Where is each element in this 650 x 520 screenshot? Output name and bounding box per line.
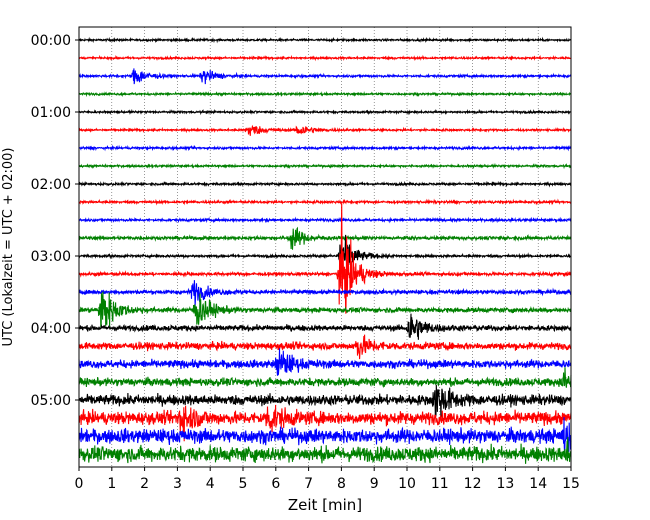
x-tick-label: 10: [398, 476, 416, 492]
trace-line: [78, 234, 572, 270]
trace-line: [78, 36, 572, 44]
y-tick-label: 04:00: [31, 321, 71, 337]
x-tick-label: 1: [107, 476, 116, 492]
x-tick-label: 7: [304, 476, 313, 492]
trace-line: [78, 162, 572, 170]
trace-line: [78, 291, 572, 328]
x-axis-label: Zeit [min]: [288, 496, 362, 514]
grid-lines: [111, 27, 539, 467]
x-tick-label: 4: [206, 476, 215, 492]
y-axis-label: UTC (Lokalzeit = UTC + 02:00): [1, 148, 16, 347]
x-tick-label: 3: [173, 476, 182, 492]
x-tick-label: 9: [370, 476, 379, 492]
trace-line: [78, 68, 572, 85]
trace-line: [78, 180, 572, 188]
trace-line: [78, 144, 572, 152]
x-tick-label: 8: [337, 476, 346, 492]
trace-line: [78, 280, 572, 307]
y-tick-label: 02:00: [31, 177, 71, 193]
y-tick-label: 03:00: [31, 249, 71, 265]
trace-line: [78, 198, 572, 206]
trace-line: [78, 108, 572, 116]
trace-line: [78, 384, 572, 418]
trace-line: [78, 348, 572, 376]
plot-frame: [78, 26, 572, 468]
trace-line: [78, 367, 572, 389]
trace-line: [78, 124, 572, 136]
trace-line: [78, 417, 572, 458]
trace-line: [78, 216, 572, 224]
x-tick-label: 15: [562, 476, 580, 492]
trace-line: [78, 90, 572, 98]
x-tick-label: 0: [75, 476, 84, 492]
x-tick-label: 2: [140, 476, 149, 492]
x-tick-label: 5: [239, 476, 248, 492]
trace-line: [78, 226, 572, 250]
trace-line: [78, 54, 572, 62]
x-tick-label: 6: [271, 476, 280, 492]
trace-line: [78, 404, 572, 442]
x-axis-ticks: 0 1 2 3 4 5 6 7 8 9 10 11 12 13 14 15: [75, 467, 580, 492]
y-tick-label: 01:00: [31, 105, 71, 121]
y-axis-ticks: 00:00 01:00 02:00 03:00 04:00 05:00: [31, 33, 79, 409]
trace-line: [78, 313, 572, 340]
x-tick-label: 13: [496, 476, 514, 492]
trace-line: [78, 202, 572, 314]
x-tick-label: 14: [529, 476, 547, 492]
y-tick-label: 00:00: [31, 33, 71, 49]
trace-line: [78, 334, 572, 360]
x-tick-label: 11: [431, 476, 449, 492]
trace-line: [78, 436, 572, 464]
y-tick-label: 05:00: [31, 393, 71, 409]
seismic-traces: [78, 36, 572, 464]
x-tick-label: 12: [464, 476, 482, 492]
